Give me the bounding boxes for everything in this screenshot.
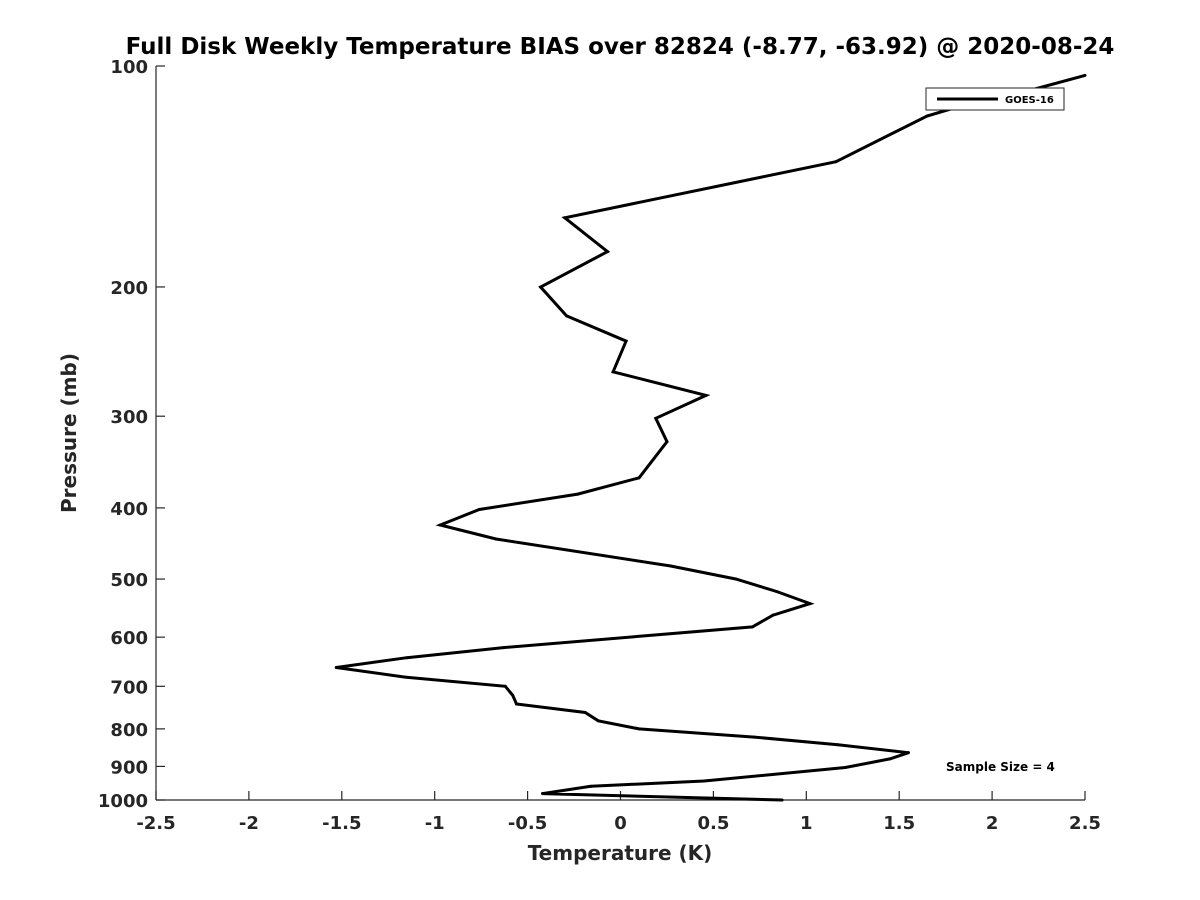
data-point <box>808 602 812 606</box>
y-tick-label: 100 <box>110 57 148 78</box>
data-point <box>906 751 910 755</box>
data-point <box>576 492 580 496</box>
data-point <box>834 160 838 164</box>
data-point <box>637 476 641 480</box>
data-point <box>771 613 775 617</box>
data-point <box>925 114 929 118</box>
data-point <box>702 779 706 783</box>
data-point <box>669 564 673 568</box>
data-point <box>1083 73 1087 77</box>
legend-label: GOES-16 <box>1005 95 1054 106</box>
x-axis-label: Temperature (K) <box>528 841 713 865</box>
x-tick-label: 1.5 <box>883 813 915 834</box>
series-goes16-line <box>335 73 1086 802</box>
legend: GOES-16 <box>925 87 1065 111</box>
data-point <box>501 646 505 650</box>
series-goes16-points <box>334 73 1087 802</box>
y-tick-label: 200 <box>110 278 148 299</box>
data-point <box>836 743 840 747</box>
data-point <box>654 416 658 420</box>
x-tick-label: 2.5 <box>1069 813 1101 834</box>
x-tick-label: -0.5 <box>508 813 547 834</box>
chart-title: Full Disk Weekly Temperature BIAS over 8… <box>126 34 1115 60</box>
data-point <box>565 314 569 318</box>
data-point <box>750 625 754 629</box>
data-point <box>583 711 587 715</box>
data-point <box>539 285 543 289</box>
data-point <box>611 370 615 374</box>
data-point <box>494 537 498 541</box>
y-tick-label: 400 <box>110 499 148 520</box>
data-point <box>438 523 442 527</box>
x-tick-label: -1 <box>425 813 445 834</box>
data-point <box>589 784 593 788</box>
x-tick-label: 0.5 <box>697 813 729 834</box>
data-point <box>403 675 407 679</box>
y-tick-label: 500 <box>110 570 148 591</box>
x-tick-label: -2.5 <box>136 813 175 834</box>
x-tick-label: 1 <box>800 813 813 834</box>
y-tick-label: 600 <box>110 628 148 649</box>
y-tick-label: 1000 <box>98 791 148 812</box>
data-point <box>775 590 779 594</box>
data-point <box>704 393 708 397</box>
data-point <box>503 684 507 688</box>
y-tick-label: 700 <box>110 677 148 698</box>
data-point <box>563 216 567 220</box>
data-point <box>605 250 609 254</box>
x-tick-label: -1.5 <box>322 813 361 834</box>
data-point <box>624 339 628 343</box>
sample-size-annotation: Sample Size = 4 <box>946 760 1055 774</box>
y-tick-label: 300 <box>110 407 148 428</box>
x-ticks: -2.5 -2 -1.5 -1 -0.5 0 0.5 1 1.5 2 2.5 <box>136 791 1101 834</box>
x-tick-label: -2 <box>239 813 259 834</box>
data-point <box>780 798 784 802</box>
data-point <box>843 765 847 769</box>
data-point <box>888 757 892 761</box>
data-point <box>752 735 756 739</box>
data-point <box>734 577 738 581</box>
y-ticks: 100 200 300 400 500 600 700 800 900 1000 <box>98 57 165 812</box>
x-tick-label: 0 <box>614 813 627 834</box>
data-point <box>665 440 669 444</box>
data-point <box>540 792 544 796</box>
data-point <box>477 508 481 512</box>
data-point <box>514 702 518 706</box>
y-tick-label: 800 <box>110 720 148 741</box>
x-tick-label: 2 <box>986 813 999 834</box>
data-point <box>334 666 338 670</box>
data-point <box>596 719 600 723</box>
y-axis-label: Pressure (mb) <box>57 353 81 513</box>
data-point <box>637 727 641 731</box>
data-point <box>405 656 409 660</box>
data-point <box>511 693 515 697</box>
y-tick-label: 900 <box>110 757 148 778</box>
